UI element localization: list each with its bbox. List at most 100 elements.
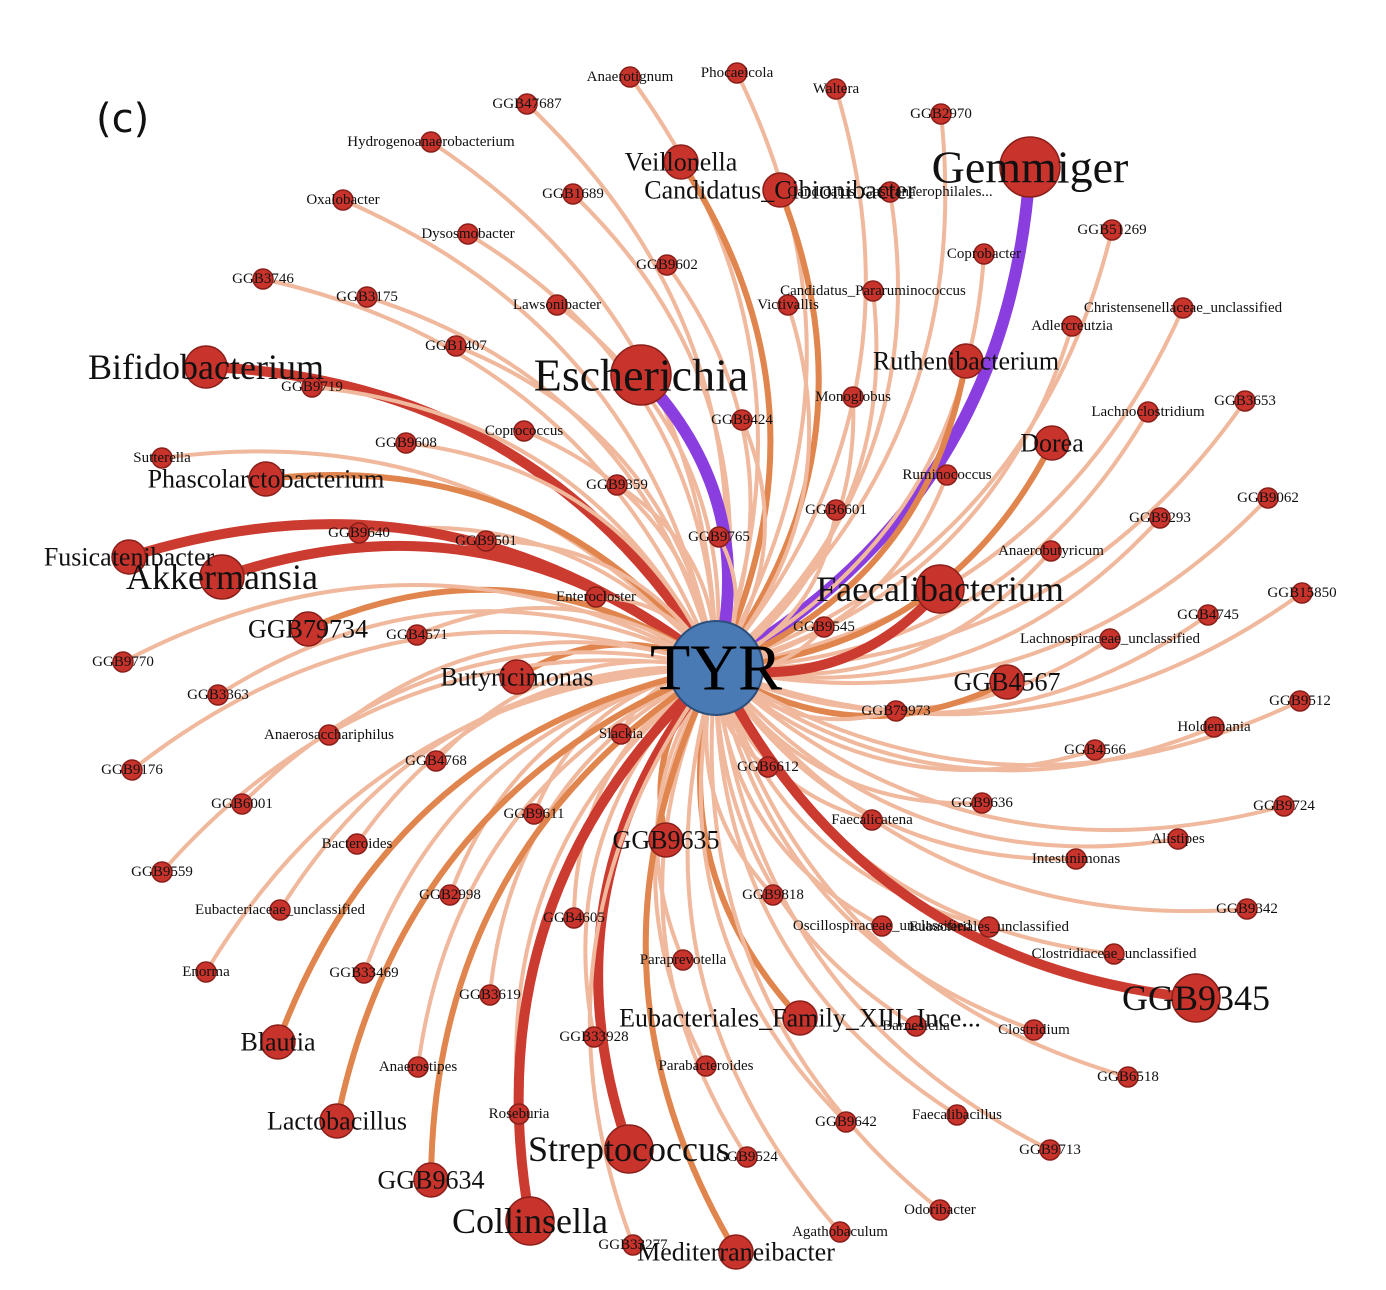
node-dorea[interactable]	[1034, 425, 1070, 461]
node-paraprevotella[interactable]	[672, 949, 694, 971]
node-ggb33277[interactable]	[622, 1234, 644, 1256]
node-ggb9713[interactable]	[1039, 1139, 1061, 1161]
node-monoglobus[interactable]	[842, 386, 864, 408]
node-clostridiaceae[interactable]	[1103, 943, 1125, 965]
node-faecalicatena[interactable]	[861, 809, 883, 831]
node-roseburia[interactable]	[508, 1103, 530, 1125]
node-ggb9640[interactable]	[348, 522, 370, 544]
node-anaerosacchari[interactable]	[318, 724, 340, 746]
node-ggb6001[interactable]	[231, 793, 253, 815]
node-holdemania[interactable]	[1203, 716, 1225, 738]
node-odoribacter[interactable]	[929, 1199, 951, 1221]
node-collinsella[interactable]	[505, 1196, 555, 1246]
node-lachnoclostridium[interactable]	[1137, 401, 1159, 423]
node-dysosmobacter[interactable]	[457, 223, 479, 245]
node-victivallis[interactable]	[777, 294, 799, 316]
node-butyricimonas[interactable]	[499, 659, 535, 695]
node-ggb1407[interactable]	[445, 335, 467, 357]
node-waltera[interactable]	[825, 78, 847, 100]
node-ggb15850[interactable]	[1291, 582, 1313, 604]
node-alistipes[interactable]	[1167, 828, 1189, 850]
node-ggb2998[interactable]	[439, 884, 461, 906]
node-ggb3653[interactable]	[1234, 390, 1256, 412]
node-ggb3363[interactable]	[207, 684, 229, 706]
node-intestinimonas[interactable]	[1065, 848, 1087, 870]
node-ggb9635[interactable]	[648, 822, 684, 858]
node-ggb4605[interactable]	[563, 907, 585, 929]
node-candidatus_c[interactable]	[762, 172, 798, 208]
node-ggb9524[interactable]	[736, 1146, 758, 1168]
node-ggb4566[interactable]	[1084, 739, 1106, 761]
node-enterocloster[interactable]	[585, 586, 607, 608]
node-ggb2970[interactable]	[930, 103, 952, 125]
node-ggb9176[interactable]	[121, 759, 143, 781]
node-ggb1689[interactable]	[562, 183, 584, 205]
node-ruthenibacterium[interactable]	[948, 343, 984, 379]
node-ggb6518[interactable]	[1117, 1066, 1139, 1088]
node-hydrogeno[interactable]	[420, 131, 442, 153]
node-ggb4571[interactable]	[406, 624, 428, 646]
node-ggb33469[interactable]	[353, 962, 375, 984]
node-anaerobutyricum[interactable]	[1040, 540, 1062, 562]
node-ggb9062[interactable]	[1257, 487, 1279, 509]
node-lachnospiraceae[interactable]	[1099, 628, 1121, 650]
node-ggb9765[interactable]	[708, 526, 730, 548]
node-ggb9501[interactable]	[475, 530, 497, 552]
node-mediterraneibacter[interactable]	[718, 1234, 754, 1270]
node-ggb9611[interactable]	[523, 803, 545, 825]
node-ggb9642[interactable]	[835, 1111, 857, 1133]
node-ggb9608[interactable]	[395, 432, 417, 454]
node-ggb33928[interactable]	[583, 1026, 605, 1048]
node-ggb3746[interactable]	[252, 268, 274, 290]
node-ggb9293[interactable]	[1149, 507, 1171, 529]
node-ruminococcus[interactable]	[936, 464, 958, 486]
node-eubacteriales_u[interactable]	[978, 916, 1000, 938]
node-ggb4567[interactable]	[989, 664, 1025, 700]
node-faecalibacterium[interactable]	[915, 564, 965, 614]
node-phocaeicola[interactable]	[726, 62, 748, 84]
node-eubacteriales_f[interactable]	[782, 1000, 818, 1036]
node-faecalibacillus[interactable]	[946, 1104, 968, 1126]
node-anaerotignum[interactable]	[619, 66, 641, 88]
node-ggb79973[interactable]	[885, 700, 907, 722]
node-barnesiella[interactable]	[905, 1015, 927, 1037]
node-ggb79734[interactable]	[290, 611, 326, 647]
node-ggb3619[interactable]	[479, 984, 501, 1006]
hub-node[interactable]: TYR	[650, 620, 782, 716]
node-ggb9724[interactable]	[1273, 795, 1295, 817]
node-ggb9424[interactable]	[731, 409, 753, 431]
node-ggb9342[interactable]	[1236, 898, 1258, 920]
node-streptococcus[interactable]	[604, 1124, 654, 1174]
node-sutterella[interactable]	[151, 447, 173, 469]
node-lactobacillus[interactable]	[319, 1103, 355, 1139]
node-lawsonibacter[interactable]	[546, 294, 568, 316]
node-phascolarcto[interactable]	[248, 461, 284, 497]
node-agathobaculum[interactable]	[829, 1221, 851, 1243]
node-ggb9636[interactable]	[971, 792, 993, 814]
node-ggb6612[interactable]	[757, 756, 779, 778]
node-ggb51269[interactable]	[1101, 219, 1123, 241]
node-ggb4768[interactable]	[425, 750, 447, 772]
node-clostridium[interactable]	[1023, 1019, 1045, 1041]
node-fusicatenibacter[interactable]	[111, 539, 147, 575]
node-anaerostipes[interactable]	[407, 1056, 429, 1078]
node-ggb9512[interactable]	[1289, 690, 1311, 712]
node-ggb6601[interactable]	[825, 499, 847, 521]
node-ggb9770[interactable]	[112, 651, 134, 673]
node-ggb3175[interactable]	[356, 286, 378, 308]
node-ggb4745[interactable]	[1197, 604, 1219, 626]
node-bacteroides[interactable]	[346, 833, 368, 855]
node-gemmiger[interactable]	[999, 136, 1061, 198]
node-ggb9545[interactable]	[813, 616, 835, 638]
node-blautia[interactable]	[260, 1024, 296, 1060]
node-candidatus_p[interactable]	[862, 280, 884, 302]
node-bifidobacterium[interactable]	[184, 345, 228, 389]
node-akkermansia[interactable]	[199, 554, 245, 600]
node-adlercreutzia[interactable]	[1061, 315, 1083, 337]
node-christensen[interactable]	[1172, 297, 1194, 319]
node-oxalobacter[interactable]	[332, 189, 354, 211]
node-parabacteroides[interactable]	[695, 1055, 717, 1077]
node-eubacteriaceae[interactable]	[269, 899, 291, 921]
node-candidatus_g[interactable]	[879, 181, 901, 203]
node-ggb47687[interactable]	[516, 93, 538, 115]
